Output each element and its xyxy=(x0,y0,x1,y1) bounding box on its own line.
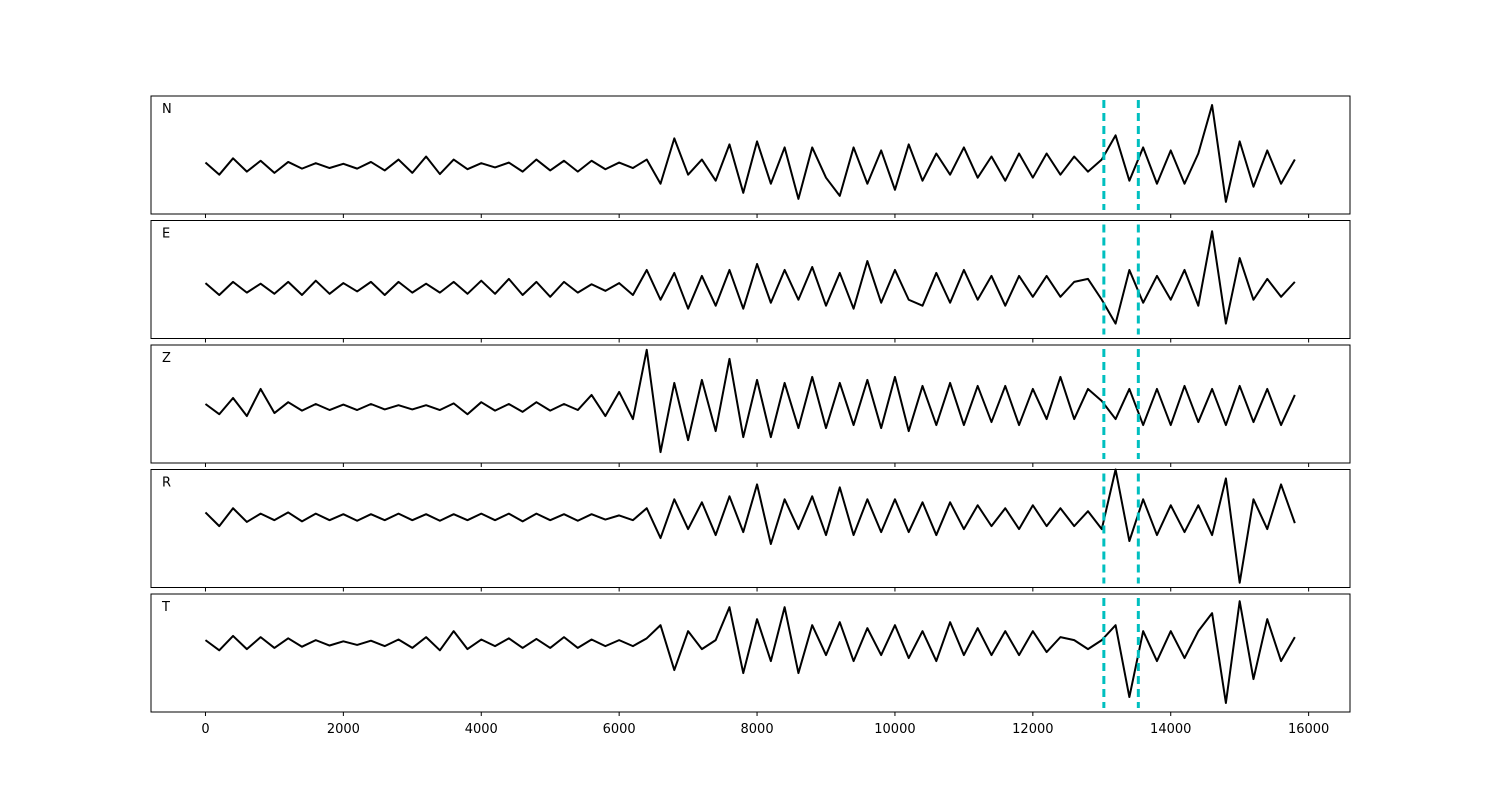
x-tick-label: 0 xyxy=(201,722,209,737)
x-tick-label: 16000 xyxy=(1288,722,1329,737)
trace xyxy=(204,600,1296,705)
x-tick-label: 8000 xyxy=(741,722,774,737)
x-tick-label: 2000 xyxy=(327,722,360,737)
x-tick-label: 6000 xyxy=(603,722,636,737)
x-tick-label: 12000 xyxy=(1012,722,1053,737)
panel-label: R xyxy=(162,476,171,491)
trace xyxy=(204,230,1296,325)
axes-frame xyxy=(150,469,1351,588)
x-tick-label: 4000 xyxy=(465,722,498,737)
x-tick-label: 14000 xyxy=(1150,722,1191,737)
panel-label: N xyxy=(162,102,172,117)
panel-label: Z xyxy=(162,351,171,366)
trace xyxy=(204,468,1296,584)
axes-frame xyxy=(150,95,1351,215)
trace xyxy=(204,104,1296,203)
axes-frame xyxy=(150,220,1351,339)
panel-label: E xyxy=(162,227,170,242)
axes-frame xyxy=(150,593,1351,713)
panel-label: T xyxy=(161,600,170,615)
axes-frame xyxy=(150,344,1351,464)
x-tick-label: 10000 xyxy=(874,722,915,737)
trace xyxy=(204,348,1296,454)
